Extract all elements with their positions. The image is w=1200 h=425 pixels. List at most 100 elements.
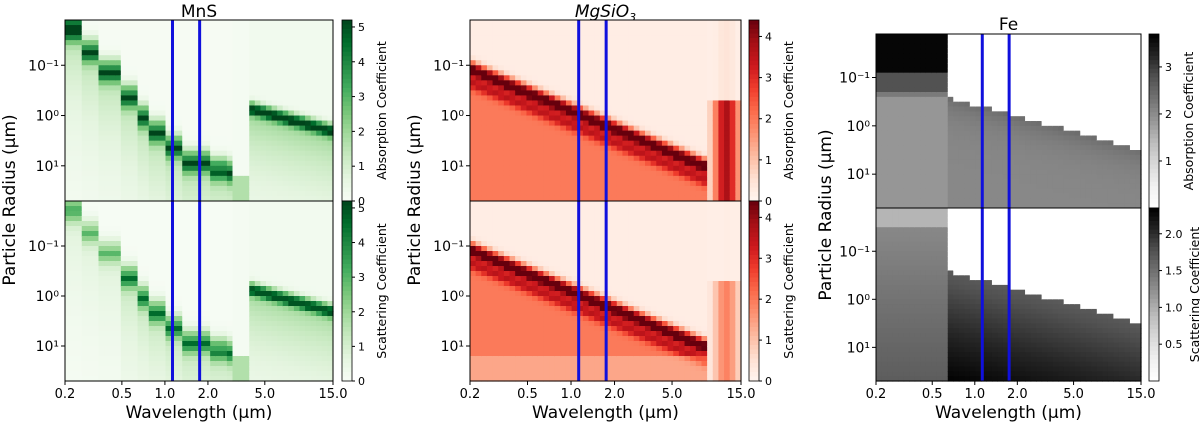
heatmap-cell bbox=[577, 85, 584, 91]
heatmap-cell bbox=[154, 75, 161, 81]
heatmap-cell bbox=[327, 195, 334, 202]
heatmap-cell bbox=[215, 336, 222, 342]
heatmap-cell bbox=[137, 221, 144, 227]
heatmap-cell bbox=[605, 105, 612, 112]
heatmap-cell bbox=[254, 190, 262, 197]
colorbar-segment bbox=[342, 237, 352, 243]
heatmap-cell bbox=[475, 175, 482, 182]
heatmap-cell bbox=[232, 346, 239, 352]
heatmap-cell bbox=[260, 20, 267, 26]
heatmap-cell bbox=[210, 326, 217, 332]
heatmap-cell bbox=[154, 201, 161, 207]
heatmap-cell bbox=[498, 75, 505, 81]
heatmap-cell bbox=[104, 286, 111, 292]
heatmap-cell bbox=[98, 256, 105, 262]
heatmap-cell bbox=[187, 45, 195, 51]
heatmap-cell bbox=[193, 110, 200, 117]
heatmap-cell bbox=[137, 70, 144, 76]
heatmap-cell bbox=[249, 170, 256, 177]
colorbar-segment bbox=[342, 69, 352, 75]
heatmap-cell bbox=[115, 90, 122, 97]
heatmap-cell bbox=[132, 35, 139, 41]
heatmap-cell bbox=[537, 130, 544, 137]
heatmap-cell bbox=[571, 95, 578, 102]
heatmap-cell bbox=[475, 50, 482, 56]
heatmap-cell bbox=[126, 125, 133, 132]
heatmap-cell bbox=[577, 185, 584, 192]
heatmap-cell bbox=[293, 50, 301, 56]
heatmap-cell bbox=[126, 50, 133, 56]
heatmap-cell bbox=[254, 25, 262, 31]
heatmap-cell bbox=[254, 246, 262, 252]
heatmap-cell bbox=[132, 361, 139, 367]
heatmap-cell bbox=[277, 150, 284, 157]
heatmap-cell bbox=[243, 311, 250, 317]
heatmap-cell bbox=[176, 361, 183, 367]
heatmap-cell bbox=[148, 326, 155, 332]
heatmap-cell bbox=[526, 105, 533, 112]
heatmap-cell bbox=[104, 195, 111, 202]
heatmap-cell bbox=[327, 341, 334, 347]
heatmap-cell bbox=[182, 296, 189, 302]
heatmap-cell bbox=[126, 261, 133, 267]
heatmap-cell bbox=[305, 296, 312, 302]
colorbar-segment bbox=[342, 105, 352, 112]
heatmap-cell bbox=[171, 170, 178, 177]
heatmap-cell bbox=[260, 256, 267, 262]
heatmap-cell bbox=[76, 30, 83, 36]
heatmap-cell bbox=[199, 351, 206, 357]
heatmap-cell bbox=[299, 165, 306, 172]
heatmap-cell bbox=[120, 45, 128, 51]
heatmap-cell bbox=[639, 50, 646, 56]
heatmap-cell bbox=[87, 331, 94, 337]
heatmap-cell bbox=[165, 75, 172, 81]
heatmap-cell bbox=[210, 195, 217, 202]
heatmap-cell bbox=[560, 185, 567, 192]
heatmap-cell bbox=[70, 221, 77, 227]
heatmap-cell bbox=[486, 185, 494, 192]
heatmap-cell bbox=[98, 336, 105, 342]
heatmap-cell bbox=[132, 190, 139, 197]
heatmap-cell bbox=[260, 326, 267, 332]
heatmap-cell bbox=[165, 125, 172, 132]
heatmap-cell bbox=[132, 221, 139, 227]
heatmap-cell bbox=[193, 281, 200, 287]
heatmap-cell bbox=[70, 80, 77, 86]
colorbar-tick-label: 5 bbox=[358, 21, 365, 34]
heatmap-cell bbox=[221, 276, 228, 282]
heatmap-cell bbox=[176, 165, 183, 172]
heatmap-cell bbox=[470, 115, 477, 122]
heatmap-cell bbox=[656, 165, 663, 172]
heatmap-cell bbox=[282, 201, 289, 207]
heatmap-cell bbox=[554, 180, 561, 187]
heatmap-cell bbox=[176, 321, 183, 327]
heatmap-cell bbox=[238, 246, 245, 252]
heatmap-cell bbox=[498, 85, 505, 91]
heatmap-cell bbox=[266, 45, 273, 51]
heatmap-cell bbox=[87, 216, 94, 222]
heatmap-cell bbox=[171, 281, 178, 287]
heatmap-cell bbox=[115, 266, 122, 272]
heatmap-cell bbox=[571, 20, 578, 26]
heatmap-cell bbox=[628, 80, 635, 86]
heatmap-cell bbox=[81, 266, 88, 272]
heatmap-cell bbox=[667, 50, 674, 56]
heatmap-cell bbox=[70, 70, 77, 76]
heatmap-cell bbox=[187, 180, 195, 187]
heatmap-cell bbox=[226, 140, 234, 147]
heatmap-cell bbox=[305, 30, 312, 36]
heatmap-cell bbox=[137, 356, 144, 362]
heatmap-cell bbox=[193, 311, 200, 317]
heatmap-cell bbox=[486, 70, 494, 76]
heatmap-cell bbox=[509, 95, 516, 102]
heatmap-cell bbox=[171, 231, 178, 237]
heatmap-cell bbox=[204, 211, 211, 217]
heatmap-cell bbox=[70, 170, 77, 177]
heatmap-cell bbox=[87, 201, 94, 207]
colorbar-segment bbox=[342, 295, 352, 301]
heatmap-cell bbox=[282, 271, 289, 277]
heatmap-cell bbox=[470, 195, 477, 202]
heatmap-cell bbox=[176, 130, 183, 137]
heatmap-cell bbox=[249, 180, 256, 187]
heatmap-cell bbox=[81, 95, 88, 102]
